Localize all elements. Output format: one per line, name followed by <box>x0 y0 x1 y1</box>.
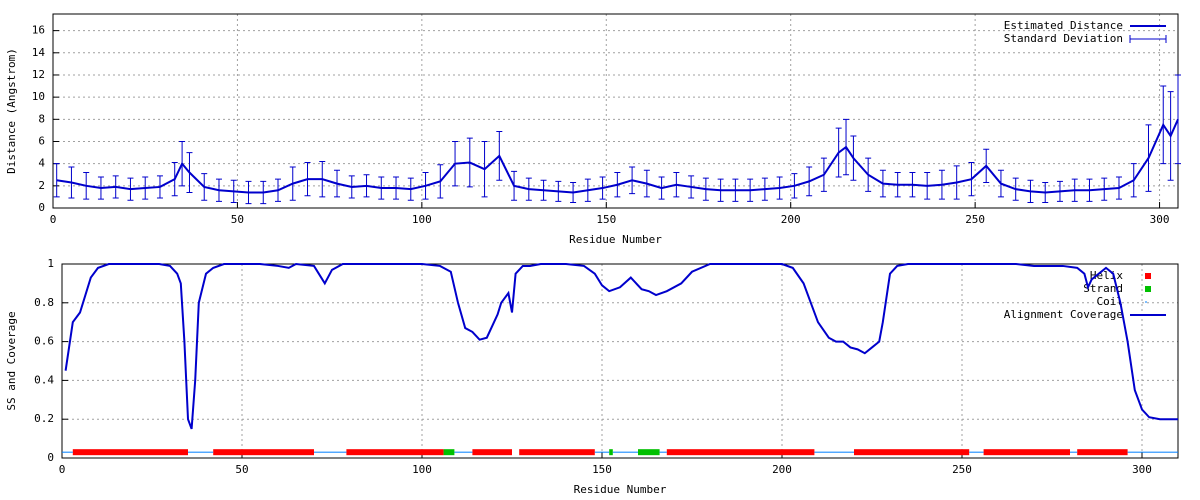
y-axis-label: SS and Coverage <box>5 311 18 410</box>
ss-segment <box>638 449 660 456</box>
y-axis-label: Distance (Angstrom) <box>5 48 18 174</box>
legend-label: Strand <box>1083 282 1123 295</box>
ss-segment <box>62 451 73 453</box>
legend-swatch <box>1145 273 1151 279</box>
error-bar <box>53 163 60 198</box>
y-tick-label: 12 <box>32 68 45 81</box>
ss-segment <box>454 451 473 453</box>
ss-segment <box>1077 449 1128 456</box>
x-axis-label: Residue Number <box>569 233 662 246</box>
ss-segment <box>659 451 667 453</box>
y-tick-label: 1 <box>47 257 54 270</box>
ss-segment <box>519 449 595 456</box>
x-tick-label: 0 <box>59 463 66 476</box>
coverage-line <box>64 262 1178 430</box>
y-tick-label: 8 <box>38 112 45 125</box>
x-tick-label: 150 <box>592 463 612 476</box>
ss-segment <box>969 451 984 453</box>
y-tick-label: 16 <box>32 24 45 37</box>
y-tick-label: 2 <box>38 179 45 192</box>
ss-segment <box>666 449 815 456</box>
x-tick-label: 200 <box>772 463 792 476</box>
x-tick-label: 300 <box>1150 213 1170 226</box>
legend-swatch <box>1145 301 1147 303</box>
ss-segment <box>594 451 610 453</box>
ss-segment <box>72 449 188 456</box>
ss-segment <box>472 449 512 456</box>
y-tick-label: 4 <box>38 157 45 170</box>
x-tick-label: 250 <box>952 463 972 476</box>
x-tick-label: 0 <box>50 213 57 226</box>
legend-label: Estimated Distance <box>1004 19 1123 32</box>
y-tick-label: 0.6 <box>34 335 54 348</box>
ss-segment <box>854 449 970 456</box>
ss-segment <box>1127 451 1178 453</box>
y-tick-label: 0.4 <box>34 373 54 386</box>
ss-segment <box>814 451 854 453</box>
ss-segment <box>346 449 444 456</box>
x-tick-label: 200 <box>781 213 801 226</box>
y-tick-label: 10 <box>32 90 45 103</box>
y-tick-label: 0.2 <box>34 412 54 425</box>
ss-segment <box>443 449 455 456</box>
ss-segment <box>1070 451 1078 453</box>
x-tick-label: 250 <box>965 213 985 226</box>
ss-segment <box>609 449 613 456</box>
legend-swatch <box>1145 286 1151 292</box>
y-tick-label: 6 <box>38 134 45 147</box>
distance-line <box>56 118 1179 194</box>
ss-segment <box>612 451 638 453</box>
x-tick-label: 100 <box>412 463 432 476</box>
legend-swatch <box>1129 35 1167 43</box>
x-tick-label: 100 <box>412 213 432 226</box>
y-tick-label: 0.8 <box>34 296 54 309</box>
ss-segment <box>213 449 314 456</box>
legend-label: Alignment Coverage <box>1004 308 1123 321</box>
legend-label: Coil <box>1097 295 1124 308</box>
ss-segment <box>188 451 214 453</box>
legend-label: Standard Deviation <box>1004 32 1123 45</box>
ss-segment <box>983 449 1070 456</box>
y-tick-label: 0 <box>47 451 54 464</box>
plot-frame <box>61 263 1179 459</box>
x-tick-label: 300 <box>1132 463 1152 476</box>
error-bar <box>1175 74 1181 165</box>
y-tick-label: 0 <box>38 201 45 214</box>
x-tick-label: 50 <box>231 213 244 226</box>
x-axis-label: Residue Number <box>574 483 667 496</box>
y-tick-label: 14 <box>32 46 46 59</box>
ss-segment <box>314 451 347 453</box>
x-tick-label: 150 <box>596 213 616 226</box>
x-tick-label: 50 <box>235 463 248 476</box>
legend-label: Helix <box>1090 269 1123 282</box>
